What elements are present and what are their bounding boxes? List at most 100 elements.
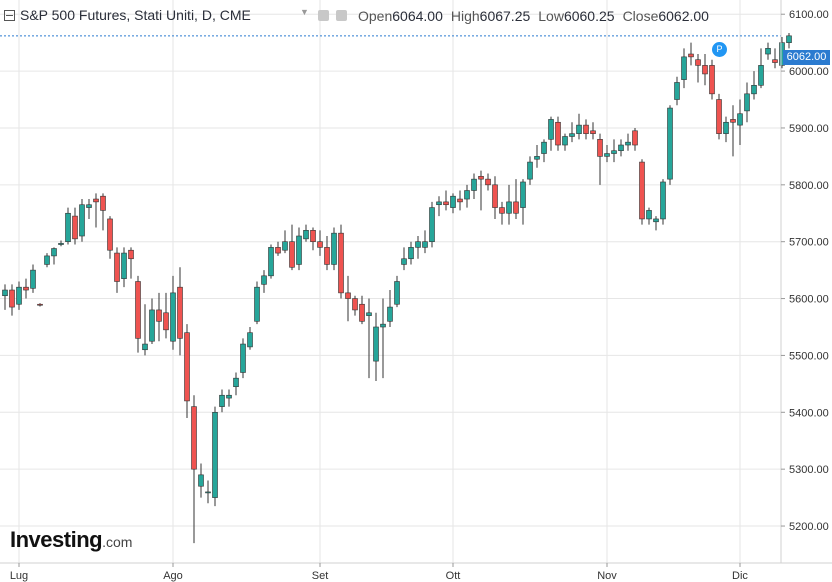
instrument-title: S&P 500 Futures, Stati Uniti, D, CME	[20, 7, 251, 23]
candle	[667, 105, 673, 185]
candle-body	[387, 306, 393, 322]
candle	[422, 230, 428, 254]
candle	[646, 207, 652, 225]
event-marker[interactable]: P	[712, 42, 727, 57]
chart-header: S&P 500 Futures, Stati Uniti, D, CME ▼ O…	[0, 4, 780, 30]
candle	[583, 119, 589, 140]
candle-body	[415, 241, 421, 248]
candle	[261, 270, 267, 293]
candle-body	[576, 124, 582, 134]
candle-body	[709, 65, 715, 95]
candle-body	[436, 201, 442, 206]
candle	[198, 463, 204, 498]
candle	[191, 395, 197, 544]
candle	[338, 224, 344, 299]
candle	[212, 406, 218, 507]
candle-body	[471, 178, 477, 191]
candle-body	[786, 35, 792, 43]
candle	[429, 201, 435, 248]
candle-body	[534, 156, 540, 160]
candle	[93, 193, 99, 228]
candle-body	[716, 99, 722, 134]
candle	[730, 105, 736, 157]
candle-body	[268, 247, 274, 277]
candle-body	[604, 153, 610, 157]
candle	[702, 54, 708, 86]
candle	[324, 236, 330, 271]
x-tick-label: Nov	[597, 570, 617, 582]
y-tick-label: 5900.00	[789, 123, 829, 135]
candle-body	[37, 303, 43, 306]
candle-body	[128, 249, 134, 260]
y-tick-label: 6100.00	[789, 9, 829, 21]
candle	[464, 184, 470, 208]
candle	[30, 264, 36, 293]
candle-body	[478, 175, 484, 180]
candle	[303, 224, 309, 242]
time-axis[interactable]: Lug Ago Set Ott Nov Dic	[10, 563, 749, 582]
candle	[149, 298, 155, 345]
open-label: Open	[358, 8, 393, 24]
candle	[289, 224, 295, 271]
settings-icon[interactable]	[318, 10, 329, 21]
candle-body	[219, 394, 225, 407]
candle-body	[212, 411, 218, 498]
candle	[107, 216, 113, 259]
candle-body	[156, 309, 162, 322]
candle-body	[352, 298, 358, 311]
candle-body	[16, 286, 22, 305]
candle-body	[401, 258, 407, 265]
candle	[247, 326, 253, 350]
candle-body	[667, 107, 673, 180]
candle	[723, 116, 729, 143]
candle-body	[289, 241, 295, 268]
logo-name: Investing	[10, 527, 103, 552]
collapse-icon[interactable]	[4, 10, 15, 21]
candle-body	[366, 312, 372, 316]
candle-body	[135, 281, 141, 339]
candle-body	[72, 215, 78, 240]
candle	[387, 290, 393, 327]
candle	[450, 193, 456, 214]
candle	[681, 48, 687, 89]
candle-body	[499, 207, 505, 214]
candle-body	[51, 248, 57, 257]
candle	[625, 133, 631, 151]
candle	[163, 292, 169, 339]
candle-body	[310, 230, 316, 242]
candle	[401, 247, 407, 271]
candle-body	[170, 292, 176, 342]
candle	[170, 275, 176, 350]
x-tick-label: Ago	[163, 570, 183, 582]
logo-suffix: .com	[102, 534, 133, 550]
candle	[296, 227, 302, 271]
candle	[2, 284, 8, 310]
y-tick-label: 5500.00	[789, 350, 829, 362]
candle	[79, 199, 85, 242]
candle-body	[562, 136, 568, 146]
candle	[359, 295, 365, 325]
candle-body	[142, 343, 148, 351]
chevron-down-icon[interactable]: ▼	[300, 7, 309, 17]
candle-body	[205, 491, 211, 494]
candle	[478, 170, 484, 211]
candle-body	[541, 141, 547, 154]
gear-icon[interactable]	[336, 10, 347, 21]
candle	[275, 241, 281, 256]
high-value: 6067.25	[479, 8, 531, 24]
x-tick-label: Dic	[732, 570, 748, 582]
candle-body	[744, 93, 750, 112]
candle-body	[2, 289, 8, 297]
candle-body	[527, 161, 533, 180]
investing-logo[interactable]: Investing.com	[10, 527, 132, 553]
price-axis[interactable]: 5200.00 5300.00 5400.00 5500.00 5600.00 5700.…	[781, 9, 829, 533]
candle	[590, 122, 596, 140]
candle-body	[331, 232, 337, 265]
candle-body	[226, 394, 232, 399]
candle	[709, 59, 715, 100]
candle-body	[646, 210, 652, 220]
candle	[597, 133, 603, 185]
candle	[51, 247, 57, 265]
candle	[758, 48, 764, 89]
